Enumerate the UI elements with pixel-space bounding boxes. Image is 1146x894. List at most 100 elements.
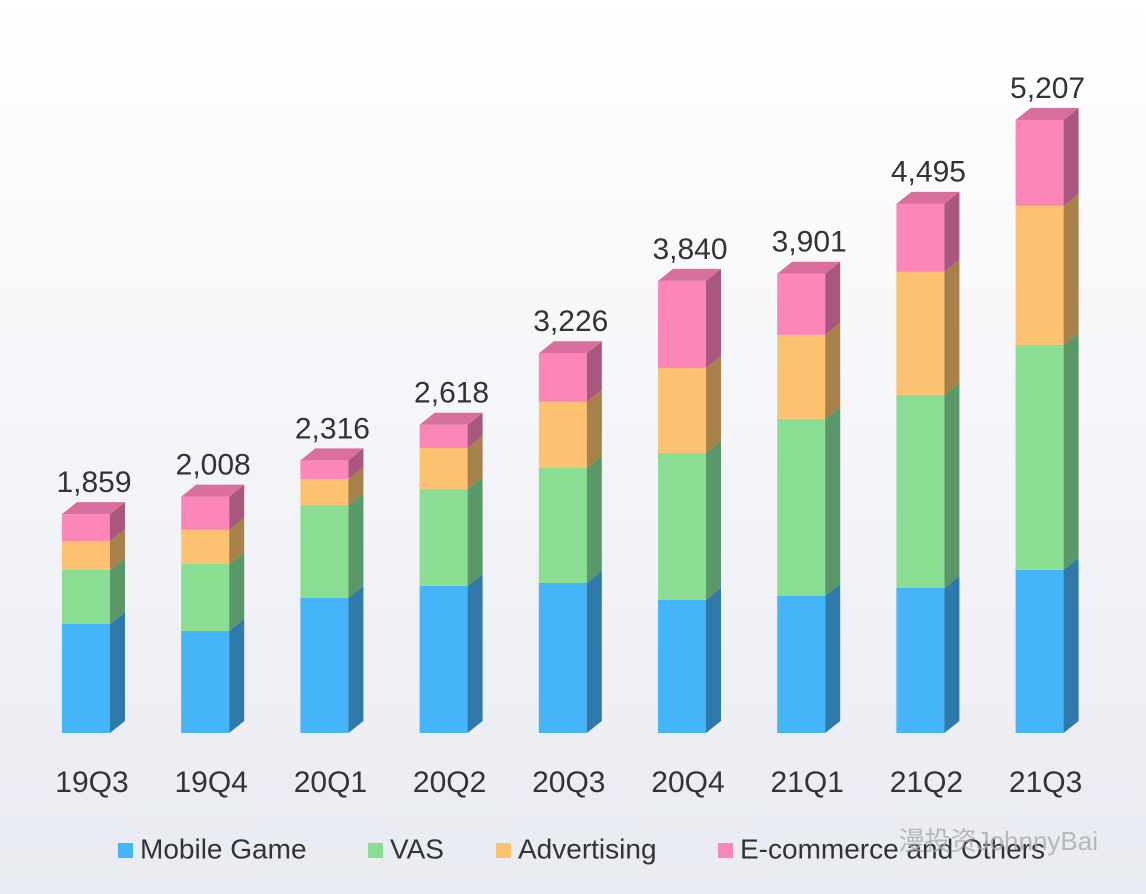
bar-side bbox=[706, 355, 721, 453]
total-label: 3,901 bbox=[772, 226, 847, 259]
bar-segment bbox=[1015, 569, 1064, 733]
bar-segment bbox=[62, 569, 110, 624]
bar-segment bbox=[300, 478, 349, 505]
bar-segment bbox=[300, 504, 349, 598]
total-label: 2,008 bbox=[176, 449, 251, 482]
bar-segment bbox=[658, 599, 706, 733]
bar-segment bbox=[181, 496, 230, 530]
x-tick-label: 21Q2 bbox=[890, 766, 963, 799]
x-tick-label: 20Q4 bbox=[651, 766, 724, 799]
bar-segment bbox=[62, 623, 110, 733]
bar-top bbox=[896, 191, 960, 204]
bar-side bbox=[586, 341, 602, 402]
bar-side bbox=[1063, 332, 1079, 570]
bar-segment bbox=[419, 447, 468, 489]
bar-side bbox=[706, 587, 721, 733]
bar-top bbox=[538, 341, 602, 354]
bar-segment bbox=[538, 353, 587, 402]
bar-side bbox=[706, 268, 721, 368]
bar-top bbox=[658, 268, 721, 281]
bar-segment bbox=[658, 452, 706, 600]
legend-label: Advertising bbox=[518, 833, 657, 864]
bar-side bbox=[229, 484, 245, 530]
legend-swatch bbox=[496, 843, 511, 858]
total-label: 3,840 bbox=[652, 233, 727, 266]
bar-side bbox=[467, 435, 483, 489]
bar-segment bbox=[777, 334, 826, 419]
bar-segment bbox=[419, 488, 468, 586]
bar-side bbox=[825, 583, 841, 733]
bar-side bbox=[586, 389, 602, 468]
bar-side bbox=[586, 571, 602, 733]
bar-segment bbox=[1015, 120, 1064, 206]
bar-side bbox=[229, 517, 245, 564]
bar-segment bbox=[896, 271, 945, 395]
bar-side bbox=[944, 259, 960, 395]
bar-side bbox=[1063, 108, 1079, 206]
bar-segment bbox=[538, 467, 587, 584]
watermark: 漫投资JohnnyBai bbox=[899, 826, 1098, 856]
bar-side bbox=[825, 406, 841, 596]
x-tick-label: 19Q3 bbox=[55, 766, 128, 799]
legend-swatch bbox=[718, 843, 733, 858]
bar-side bbox=[706, 440, 721, 600]
bar-segment bbox=[896, 587, 945, 733]
bar-segment bbox=[896, 394, 945, 588]
bar-top bbox=[62, 502, 125, 515]
bar-segment bbox=[777, 273, 826, 335]
bar-segment bbox=[1015, 344, 1064, 570]
total-label: 1,859 bbox=[56, 466, 131, 499]
bar-segment bbox=[62, 540, 110, 570]
bar-segment bbox=[658, 280, 706, 368]
bar-segment bbox=[419, 585, 468, 733]
bar-top bbox=[1015, 108, 1079, 120]
bar-top bbox=[419, 412, 483, 425]
bar-side bbox=[586, 455, 602, 584]
bar-segment bbox=[896, 203, 945, 272]
bar-side bbox=[944, 191, 960, 272]
bar-segment bbox=[181, 630, 230, 733]
total-label: 4,495 bbox=[891, 156, 966, 189]
bar-side bbox=[110, 611, 125, 733]
bar-segment bbox=[300, 597, 349, 733]
x-tick-label: 21Q1 bbox=[771, 766, 844, 799]
bar-side bbox=[825, 261, 841, 335]
total-label: 5,207 bbox=[1010, 72, 1085, 105]
bar-side bbox=[348, 585, 364, 733]
x-tick-label: 19Q4 bbox=[175, 766, 248, 799]
legend-label: VAS bbox=[390, 833, 444, 864]
bar-segment bbox=[777, 418, 826, 596]
legend-label: Mobile Game bbox=[140, 833, 307, 864]
bar-segment bbox=[419, 424, 468, 448]
bar-side bbox=[229, 618, 245, 733]
x-tick-label: 20Q2 bbox=[413, 766, 486, 799]
legend-swatch bbox=[368, 843, 383, 858]
bar-segment bbox=[777, 595, 826, 733]
bar-segment bbox=[658, 367, 706, 453]
bar-side bbox=[348, 466, 364, 505]
bar-side bbox=[944, 382, 960, 588]
legend-swatch bbox=[118, 843, 133, 858]
bar-segment bbox=[300, 460, 349, 479]
bar-side bbox=[467, 476, 483, 586]
total-label: 3,226 bbox=[533, 305, 608, 338]
bar-side bbox=[348, 448, 364, 479]
bar-side bbox=[110, 528, 125, 570]
bar-side bbox=[467, 412, 483, 448]
x-tick-label: 21Q3 bbox=[1009, 766, 1082, 799]
bar-top bbox=[300, 448, 364, 461]
bar-segment bbox=[62, 514, 110, 541]
bar-side bbox=[467, 573, 483, 733]
bar-segment bbox=[181, 563, 230, 631]
legend-label: E-commerce and Others bbox=[740, 833, 1045, 864]
bar-segment bbox=[538, 401, 587, 468]
bar-side bbox=[348, 492, 364, 598]
bar-top bbox=[181, 484, 245, 497]
bar-segment bbox=[538, 583, 587, 733]
total-label: 2,618 bbox=[414, 377, 489, 410]
bar-side bbox=[944, 575, 960, 733]
x-tick-label: 20Q3 bbox=[532, 766, 605, 799]
bar-side bbox=[1063, 557, 1079, 733]
bar-side bbox=[229, 551, 245, 631]
